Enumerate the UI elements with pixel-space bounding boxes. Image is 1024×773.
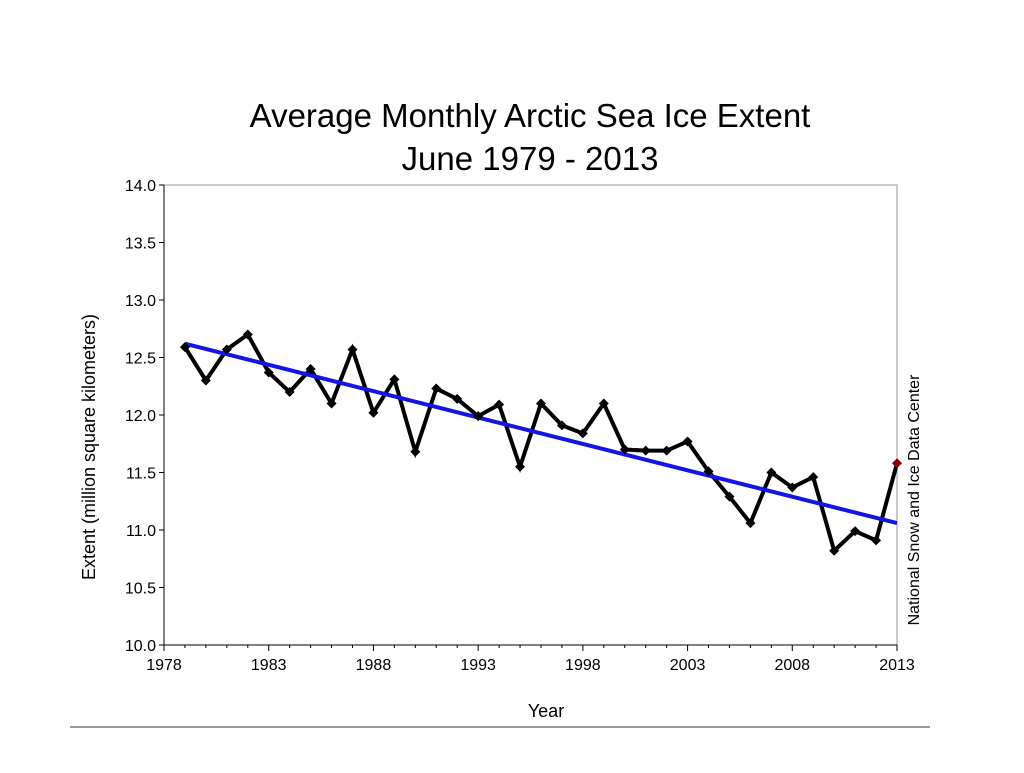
data-point bbox=[200, 375, 211, 386]
data-point bbox=[724, 491, 735, 502]
trend-line bbox=[184, 341, 898, 526]
chart-subtitle: June 1979 - 2013 bbox=[402, 140, 659, 177]
data-point bbox=[703, 466, 714, 477]
y-tick-label: 14.0 bbox=[125, 178, 156, 195]
y-tick-label: 11.0 bbox=[126, 523, 156, 540]
y-tick-label: 11.5 bbox=[126, 466, 156, 483]
data-point bbox=[598, 398, 609, 409]
data-point bbox=[284, 387, 295, 397]
data-point bbox=[410, 446, 421, 457]
data-point bbox=[389, 374, 400, 385]
data-point bbox=[808, 472, 819, 483]
data-point bbox=[179, 342, 190, 353]
y-tick-label: 10.0 bbox=[125, 638, 156, 655]
data-point bbox=[515, 461, 526, 472]
series-line bbox=[183, 331, 899, 555]
data-point bbox=[263, 367, 274, 378]
chart-title: Average Monthly Arctic Sea Ice Extent bbox=[250, 97, 811, 134]
x-tick-label: 1988 bbox=[356, 657, 392, 674]
data-point bbox=[577, 428, 588, 439]
credit-label: National Snow and Ice Data Center bbox=[906, 374, 923, 625]
data-point bbox=[494, 399, 505, 410]
data-point bbox=[452, 393, 463, 404]
data-point bbox=[871, 535, 882, 546]
y-tick-label: 10.5 bbox=[125, 581, 156, 598]
data-point bbox=[619, 444, 630, 455]
x-tick-label: 1993 bbox=[460, 657, 496, 674]
x-tick-label: 2003 bbox=[670, 657, 706, 674]
data-point bbox=[661, 445, 672, 456]
data-point bbox=[221, 344, 232, 355]
data-point bbox=[556, 420, 567, 431]
y-tick-label: 12.0 bbox=[125, 408, 156, 425]
data-point bbox=[242, 329, 253, 340]
y-tick-label: 12.5 bbox=[125, 351, 156, 368]
x-tick-label: 2013 bbox=[879, 657, 915, 674]
y-axis-label: Extent (million square kilometers) bbox=[79, 314, 99, 580]
data-point bbox=[766, 467, 777, 478]
x-tick-label: 1983 bbox=[251, 657, 287, 674]
x-tick-label: 1978 bbox=[146, 657, 182, 674]
data-point bbox=[326, 398, 337, 409]
data-point bbox=[347, 344, 358, 355]
y-tick-label: 13.5 bbox=[125, 236, 156, 253]
data-point bbox=[368, 407, 379, 418]
data-point bbox=[640, 445, 651, 456]
data-point bbox=[850, 526, 861, 537]
y-tick-label: 13.0 bbox=[125, 293, 156, 310]
plot-frame bbox=[163, 184, 898, 646]
x-axis-label: Year bbox=[528, 701, 564, 721]
data-point bbox=[892, 458, 902, 469]
data-point bbox=[745, 518, 756, 529]
data-point bbox=[787, 482, 798, 493]
data-point bbox=[535, 398, 546, 409]
data-point bbox=[682, 436, 693, 447]
data-point bbox=[473, 411, 484, 422]
data-point bbox=[431, 383, 442, 394]
data-point bbox=[829, 545, 840, 556]
x-tick-label: 2008 bbox=[774, 657, 810, 674]
data-point bbox=[305, 364, 316, 374]
x-tick-label: 1998 bbox=[565, 657, 601, 674]
